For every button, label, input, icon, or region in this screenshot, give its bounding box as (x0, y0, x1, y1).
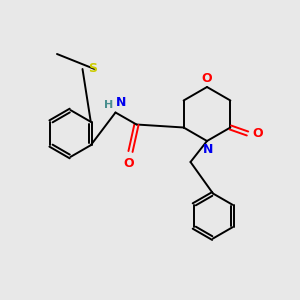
Text: O: O (202, 73, 212, 85)
Text: O: O (124, 157, 134, 170)
Text: H: H (104, 100, 113, 110)
Text: S: S (88, 62, 97, 76)
Text: N: N (202, 143, 213, 156)
Text: N: N (116, 97, 126, 110)
Text: O: O (253, 127, 263, 140)
